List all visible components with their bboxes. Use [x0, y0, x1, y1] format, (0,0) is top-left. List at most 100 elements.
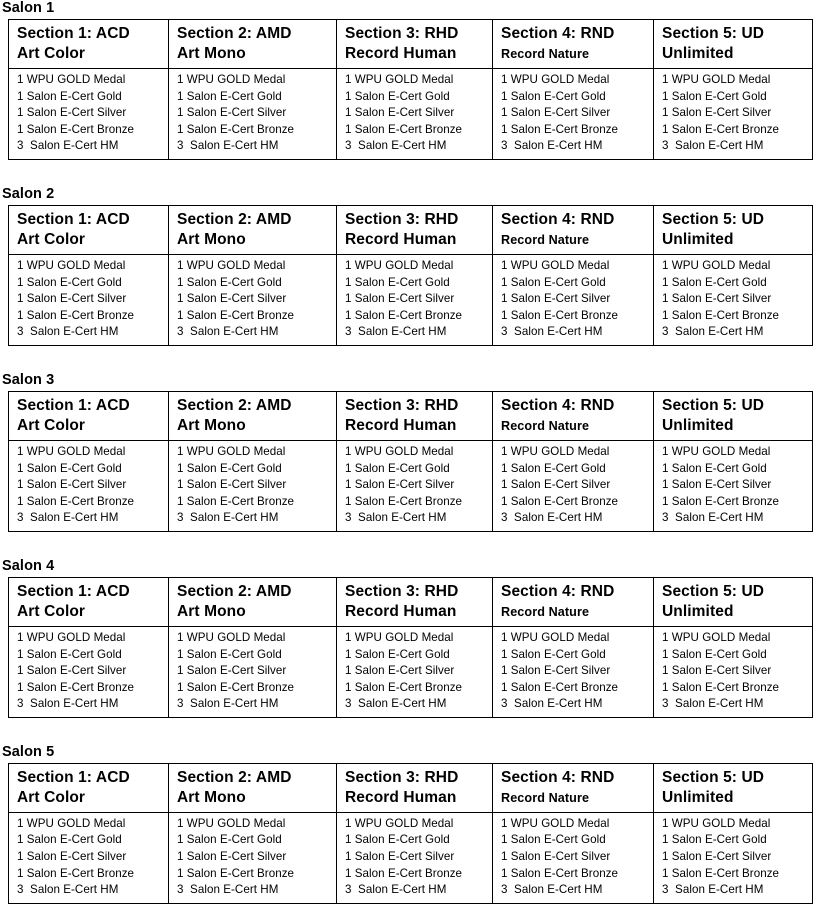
section-awards-cell: 1 WPU GOLD Medal 1 Salon E-Cert Gold 1 Sal…: [168, 68, 337, 160]
award-line: 3 Salon E-Cert HM: [662, 325, 764, 339]
award-line: 1 Salon E-Cert Bronze: [501, 308, 619, 322]
award-line: 1 Salon E-Cert Bronze: [17, 680, 135, 694]
section-code-label: Section 4: RND: [501, 25, 615, 42]
award-line: 3 Salon E-Cert HM: [177, 697, 279, 711]
award-line: 3 Salon E-Cert HM: [345, 883, 447, 897]
section-awards-cell: 1 WPU GOLD Medal 1 Salon E-Cert Gold 1 Sal…: [654, 254, 813, 345]
section-awards-cell: 1 WPU GOLD Medal 1 Salon E-Cert Gold 1 Sal…: [654, 812, 813, 903]
table-body-row: 1 WPU GOLD Medal 1 Salon E-Cert Gold 1 Sal…: [8, 440, 813, 532]
section-header-cell: Section 5: UD Unlimited: [653, 763, 813, 813]
section-header-content: Section 1: ACD Art Color: [9, 392, 168, 440]
award-line: 1 WPU GOLD Medal: [177, 816, 286, 830]
award-line: 1 Salon E-Cert Bronze: [501, 122, 619, 136]
awards-list: 1 WPU GOLD Medal 1 Salon E-Cert Gold 1 Sal…: [337, 69, 492, 159]
award-line: 1 Salon E-Cert Bronze: [177, 122, 295, 136]
award-line: 3 Salon E-Cert HM: [17, 697, 119, 711]
award-line: 3 Salon E-Cert HM: [177, 511, 279, 525]
awards-list: 1 WPU GOLD Medal 1 Salon E-Cert Gold 1 Sal…: [169, 255, 336, 345]
award-line: 1 WPU GOLD Medal: [501, 444, 610, 458]
salon-awards-table: Section 1: ACD Art Color Section 2: AMD Art…: [8, 390, 813, 532]
award-line: 1 WPU GOLD Medal: [662, 444, 771, 458]
section-header-cell: Section 1: ACD Art Color: [8, 391, 169, 441]
section-header-content: Section 5: UD Unlimited: [654, 392, 812, 440]
award-line: 1 Salon E-Cert Silver: [501, 106, 611, 120]
award-line: 3 Salon E-Cert HM: [501, 139, 603, 153]
award-line: 3 Salon E-Cert HM: [345, 325, 447, 339]
award-line: 3 Salon E-Cert HM: [17, 883, 119, 897]
section-awards-cell: 1 WPU GOLD Medal 1 Salon E-Cert Gold 1 Sal…: [8, 626, 169, 718]
section-name-label: Art Color: [17, 788, 86, 806]
award-line: 1 Salon E-Cert Gold: [177, 275, 282, 289]
section-awards-cell: 1 WPU GOLD Medal 1 Salon E-Cert Gold 1 Sal…: [492, 626, 654, 718]
salon-block: Salon 4 Section 1: ACD Art Color Section 2:…: [0, 558, 818, 744]
section-code-label: Section 5: UD: [662, 582, 765, 600]
award-line: 1 WPU GOLD Medal: [177, 444, 286, 458]
section-code-label: Section 5: UD: [662, 396, 765, 414]
award-line: 1 Salon E-Cert Gold: [345, 647, 450, 661]
section-name-label: Unlimited: [662, 602, 734, 620]
section-code-label: Section 5: UD: [662, 210, 765, 228]
section-awards-cell: 1 WPU GOLD Medal 1 Salon E-Cert Gold 1 Sal…: [336, 68, 493, 160]
section-header-cell: Section 2: AMD Art Mono: [168, 205, 337, 255]
section-awards-cell: 1 WPU GOLD Medal 1 Salon E-Cert Gold 1 Sal…: [8, 812, 169, 904]
award-line: 3 Salon E-Cert HM: [662, 697, 764, 711]
award-line: 1 Salon E-Cert Silver: [177, 106, 287, 120]
section-header-content: Section 2: AMD Art Mono: [169, 392, 336, 440]
section-header-content: Section 4: RND Record Nature: [493, 764, 653, 812]
section-header-cell: Section 1: ACD Art Color: [8, 19, 169, 69]
section-name-label: Record Nature: [501, 790, 590, 805]
award-line: 1 Salon E-Cert Gold: [17, 275, 122, 289]
section-awards-cell: 1 WPU GOLD Medal 1 Salon E-Cert Gold 1 Sal…: [336, 254, 493, 346]
award-line: 1 Salon E-Cert Silver: [177, 478, 287, 492]
award-line: 1 WPU GOLD Medal: [501, 630, 610, 644]
section-header-content: Section 5: UD Unlimited: [654, 206, 812, 254]
section-name-label: Record Human: [345, 230, 457, 248]
award-line: 1 Salon E-Cert Gold: [501, 89, 606, 103]
section-name-label: Art Color: [17, 45, 86, 62]
award-line: 1 WPU GOLD Medal: [17, 258, 126, 272]
award-line: 3 Salon E-Cert HM: [501, 697, 603, 711]
awards-list: 1 WPU GOLD Medal 1 Salon E-Cert Gold 1 Sal…: [169, 627, 336, 717]
section-name-label: Record Nature: [501, 47, 590, 61]
section-header-content: Section 2: AMD Art Mono: [169, 206, 336, 254]
salon-block: Salon 2 Section 1: ACD Art Color Section 2:…: [0, 186, 818, 372]
award-line: 1 Salon E-Cert Bronze: [662, 308, 780, 322]
award-line: 1 Salon E-Cert Gold: [662, 89, 767, 103]
awards-list: 1 WPU GOLD Medal 1 Salon E-Cert Gold 1 Sal…: [9, 69, 168, 159]
salon-awards-table: Section 1: ACD Art Color Section 2: AMD Art…: [8, 762, 813, 904]
section-header-cell: Section 4: RND Record Nature: [492, 763, 654, 813]
award-line: 1 Salon E-Cert Silver: [177, 850, 287, 864]
award-line: 1 Salon E-Cert Silver: [345, 106, 455, 120]
award-line: 1 Salon E-Cert Gold: [17, 833, 122, 847]
section-awards-cell: 1 WPU GOLD Medal 1 Salon E-Cert Gold 1 Sal…: [8, 254, 169, 346]
section-header-content: Section 1: ACD Art Color: [9, 20, 168, 68]
section-header-content: Section 3: RHD Record Human: [337, 578, 492, 626]
section-name-label: Art Mono: [177, 788, 246, 806]
award-line: 1 Salon E-Cert Bronze: [177, 680, 295, 694]
section-header-content: Section 4: RND Record Nature: [493, 392, 653, 440]
block-spacer: [0, 718, 818, 744]
section-header-cell: Section 1: ACD Art Color: [8, 205, 169, 255]
section-name-label: Unlimited: [662, 788, 734, 806]
awards-list: 1 WPU GOLD Medal 1 Salon E-Cert Gold 1 Sal…: [337, 441, 492, 531]
award-line: 1 WPU GOLD Medal: [501, 73, 610, 86]
awards-list: 1 WPU GOLD Medal 1 Salon E-Cert Gold 1 Sal…: [337, 627, 492, 717]
section-awards-cell: 1 WPU GOLD Medal 1 Salon E-Cert Gold 1 Sal…: [168, 626, 337, 718]
awards-list: 1 WPU GOLD Medal 1 Salon E-Cert Gold 1 Sal…: [169, 69, 336, 159]
section-header-content: Section 4: RND Record Nature: [493, 20, 653, 68]
award-line: 1 Salon E-Cert Silver: [17, 292, 127, 306]
section-code-label: Section 3: RHD: [345, 396, 459, 414]
award-line: 3 Salon E-Cert HM: [17, 511, 119, 525]
section-name-label: Art Mono: [177, 230, 246, 248]
award-line: 1 Salon E-Cert Silver: [17, 850, 127, 864]
award-line: 1 Salon E-Cert Bronze: [501, 494, 619, 508]
award-line: 3 Salon E-Cert HM: [662, 883, 764, 897]
award-line: 1 Salon E-Cert Gold: [177, 647, 282, 661]
award-line: 1 Salon E-Cert Gold: [501, 647, 606, 661]
award-line: 1 Salon E-Cert Gold: [345, 89, 450, 103]
section-header-content: Section 3: RHD Record Human: [337, 20, 492, 68]
awards-list: 1 WPU GOLD Medal 1 Salon E-Cert Gold 1 Sal…: [493, 441, 653, 531]
section-name-label: Record Human: [345, 416, 457, 434]
section-header-cell: Section 5: UD Unlimited: [653, 19, 813, 69]
